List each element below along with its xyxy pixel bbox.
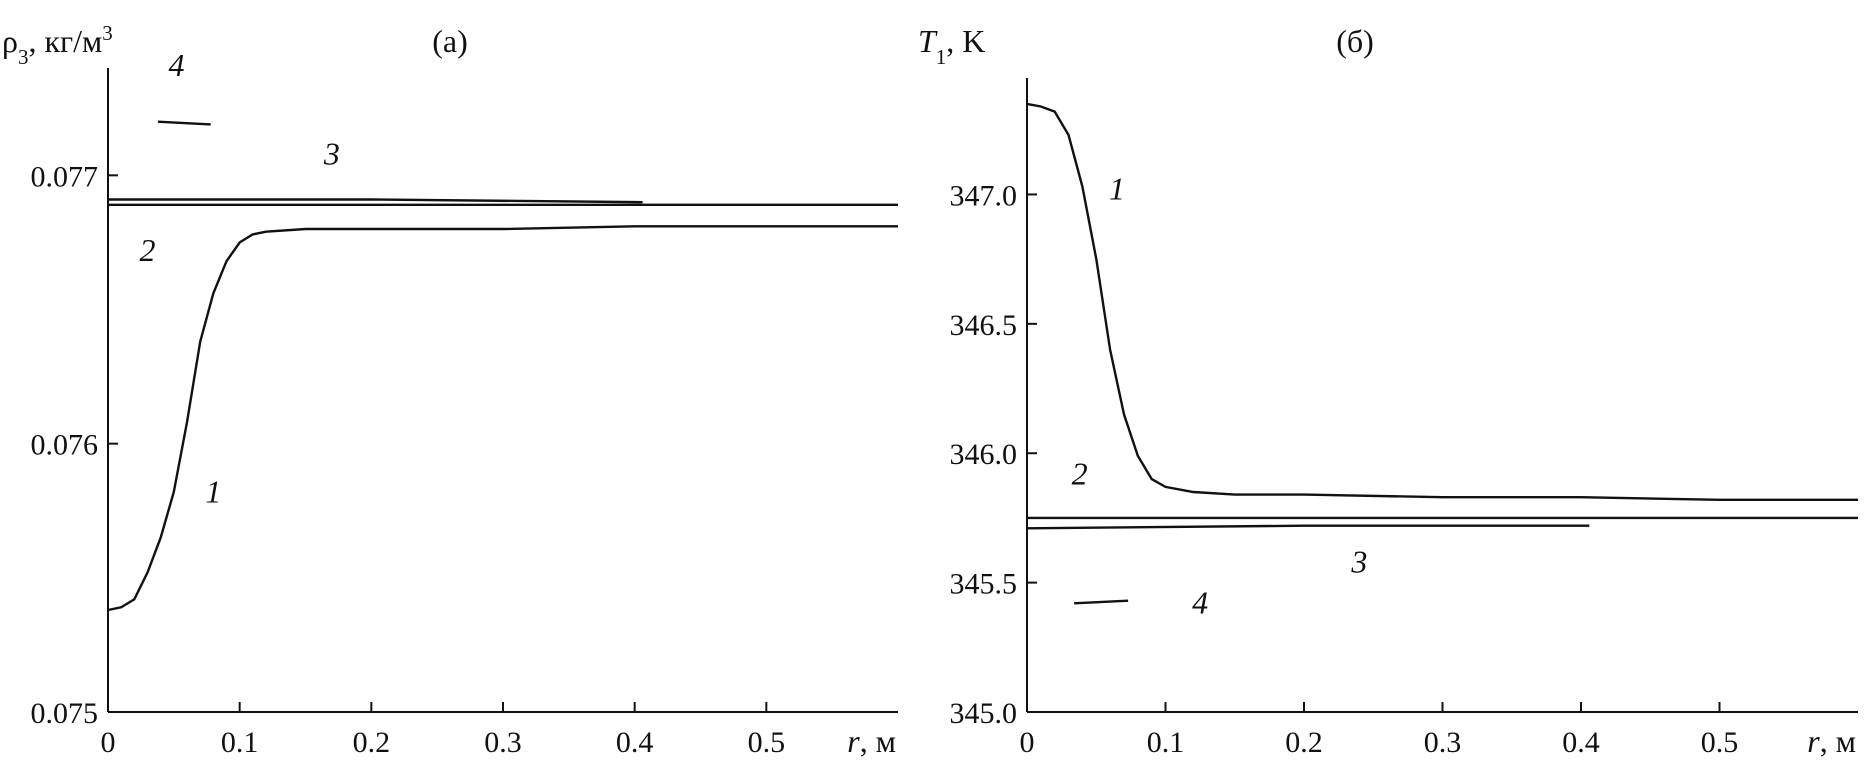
curve-label-1: 1 — [205, 474, 221, 510]
curve-label-3: 3 — [323, 136, 340, 172]
curve-label-4: 4 — [1192, 585, 1208, 621]
y-tick-label: 345.5 — [950, 568, 1018, 601]
y-tick-label: 0.076 — [31, 429, 99, 462]
series-line-1 — [1026, 102, 1858, 501]
y-tick-label: 346.5 — [950, 309, 1018, 342]
x-tick-label: 0.5 — [748, 726, 786, 759]
series-line-4 — [1074, 599, 1129, 605]
chart-panel-b: 0 0.1 0.2 0.3 0.4 0.5 345.0 345.5 346.0 346.5 347.… — [918, 23, 1858, 759]
x-tick-label: 0.2 — [1285, 726, 1323, 759]
x-axis-title: r, м — [847, 723, 896, 759]
y-tick-label: 0.077 — [31, 160, 99, 193]
curve-label-3: 3 — [1350, 543, 1367, 579]
x-tick-label: 0.4 — [616, 726, 654, 759]
series-line-3 — [108, 198, 643, 204]
x-tick-label: 0.1 — [1147, 726, 1185, 759]
x-tick-label: 0.1 — [221, 726, 259, 759]
series-line-3 — [1026, 524, 1590, 530]
y-tick-label: 0.075 — [31, 697, 99, 730]
panel-label: (а) — [432, 23, 468, 59]
curve-label-2: 2 — [1072, 455, 1088, 491]
series-line-4 — [157, 120, 211, 126]
y-tick-label: 345.0 — [950, 697, 1018, 730]
x-tick-label: 0 — [101, 726, 116, 759]
curve-label-2: 2 — [140, 232, 156, 268]
chart-panel-a: 0 0.1 0.2 0.3 0.4 0.5 0.075 0.076 0.077 (а) ρ3, кг… — [2, 21, 898, 759]
x-axis-title: r, м — [1807, 723, 1856, 759]
y-tick-label: 346.0 — [950, 438, 1018, 471]
y-tick-label: 347.0 — [950, 179, 1018, 212]
x-tick-label: 0 — [1020, 726, 1035, 759]
curve-label-4: 4 — [168, 47, 184, 83]
curve-label-1: 1 — [1109, 171, 1125, 207]
series-line-1 — [107, 225, 898, 612]
x-tick-label: 0.2 — [353, 726, 391, 759]
panel-label: (б) — [1336, 23, 1374, 59]
y-axis-title: T1, K — [918, 23, 985, 69]
y-axis-title: ρ3, кг/м3 — [2, 21, 113, 69]
x-tick-label: 0.4 — [1562, 726, 1600, 759]
x-tick-label: 0.5 — [1701, 726, 1739, 759]
x-tick-label: 0.3 — [1424, 726, 1462, 759]
x-tick-label: 0.3 — [484, 726, 522, 759]
